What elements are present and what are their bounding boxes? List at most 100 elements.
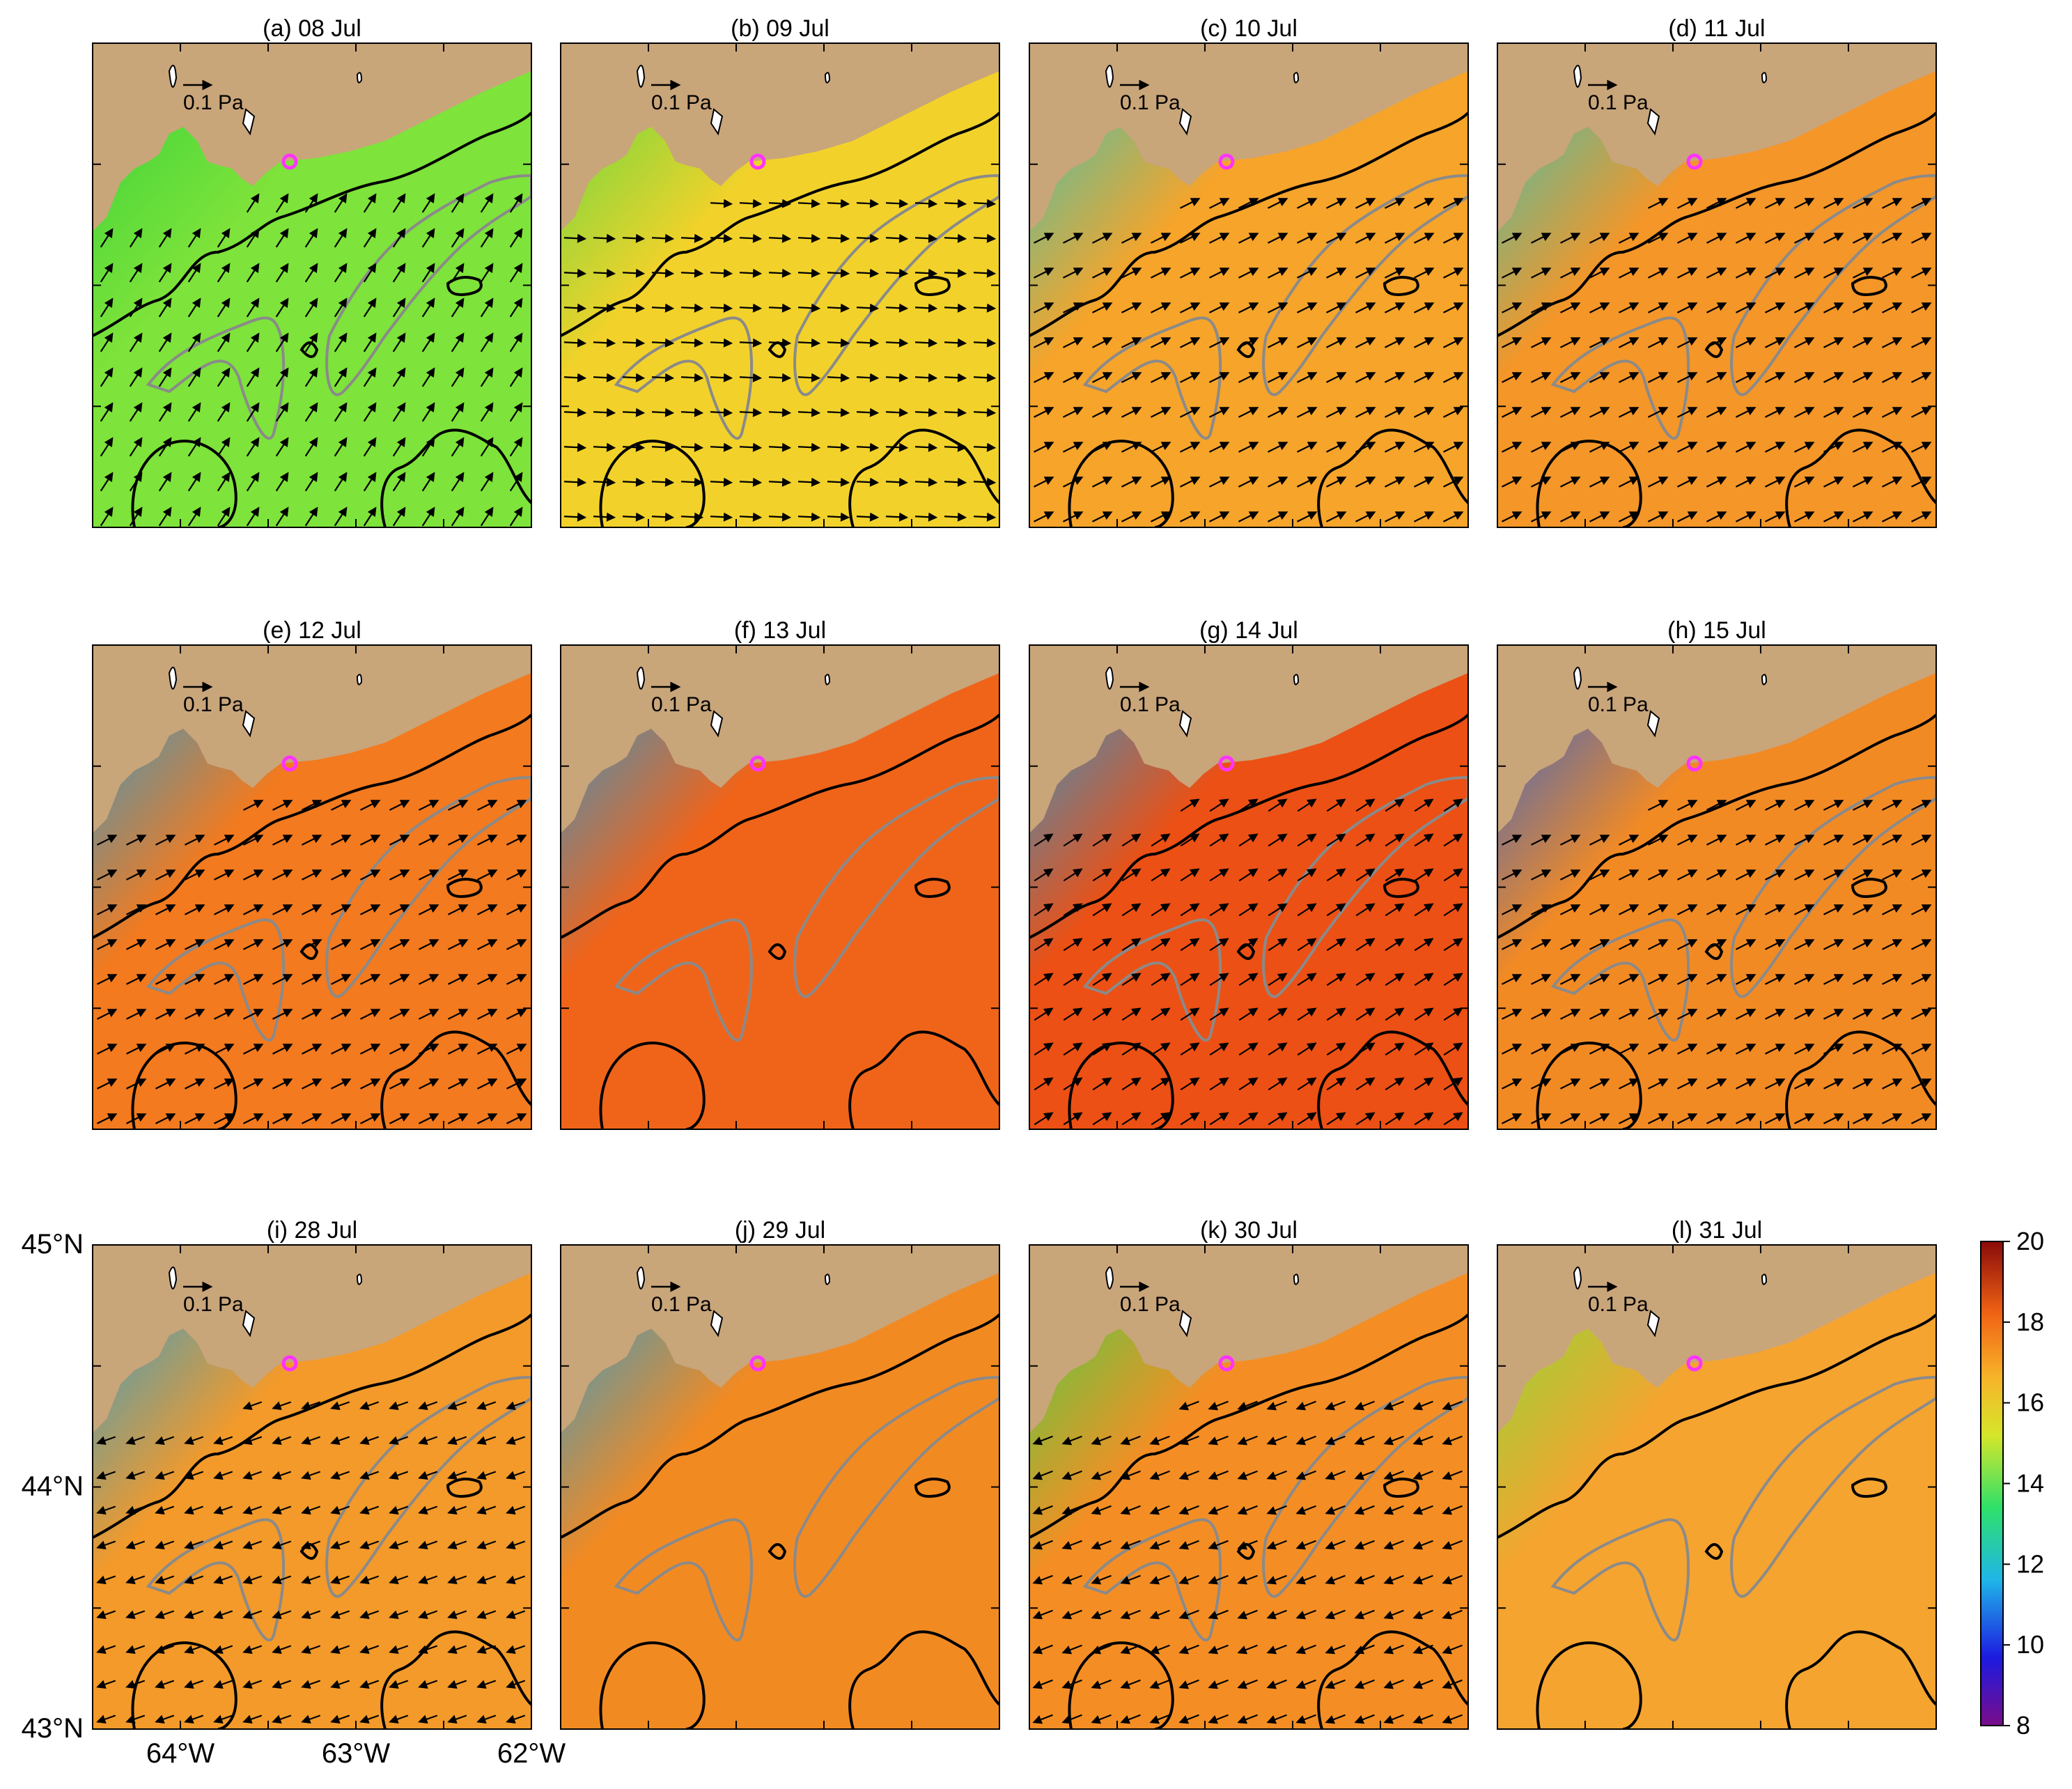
wind-arrow [217,506,231,527]
wind-arrow [419,835,439,846]
wind-arrow [1326,938,1346,952]
wind-arrow [563,512,587,522]
wind-arrow [1619,869,1639,881]
wind-arrow [451,297,465,318]
wind-arrow [302,1078,322,1090]
wind-arrow [1121,442,1142,453]
wind-arrow [243,800,264,811]
wind-arrow [1677,904,1698,915]
wind-arrow [1882,511,1903,522]
wind-arrow [100,332,114,353]
wind-arrow [214,1078,235,1090]
wind-arrow [334,367,348,387]
wind-arrow [1531,302,1552,313]
wind-arrow [97,974,118,985]
wind-arrow [214,904,235,915]
wind-arrow [363,228,377,248]
wind-arrow [506,800,527,811]
wind-arrow [1121,233,1142,244]
wind-arrow [1911,939,1932,950]
wind-arrow [1209,372,1230,383]
wind-arrow [1794,974,1815,985]
wind-arrow [363,367,377,387]
wind-arrow [129,228,143,248]
wind-arrow [973,268,997,278]
wind-arrow [563,442,587,452]
wind-arrow [1648,800,1669,811]
wind-arrow [1619,407,1639,418]
wind-arrow [214,835,235,846]
wind-arrow [1619,302,1639,313]
wind-arrow [1326,1112,1346,1126]
wind-arrow [1882,268,1903,279]
wind-arrow [476,1540,497,1550]
wind-arrow [1180,477,1201,488]
wind-arrow [214,1009,235,1020]
wind-arrow [451,332,465,353]
wind-arrow [1589,1113,1610,1124]
wind-arrow [827,442,850,452]
wind-arrow [944,373,967,382]
wind-arrow [1209,337,1230,348]
wind-arrow [1209,477,1230,488]
wind-arrow [651,408,675,417]
wind-arrow [506,1575,526,1585]
wind-arrow [1063,833,1083,847]
wind-arrow [359,1505,380,1515]
wind-arrow [243,1113,264,1124]
wind-arrow [856,442,880,452]
wind-arrow [480,472,494,492]
wind-arrow [1151,302,1171,313]
wind-arrow [363,506,377,527]
wind-arrow [1268,372,1288,383]
wind-arrow [158,228,172,248]
wind-arrow [1765,1078,1786,1090]
wind-arrow [1911,442,1932,453]
wind-arrow [1560,337,1581,348]
wind-arrow [334,263,348,283]
wind-vectors [100,193,523,527]
wind-arrow [651,303,675,313]
wind-arrow [1589,233,1610,244]
wind-arrow [1268,302,1288,313]
wind-arrow [1648,442,1669,453]
wind-arrow [187,402,201,422]
wind-arrow [126,939,147,950]
wind-arrow [331,974,352,985]
wind-arrow [272,1044,293,1055]
wind-arrow [506,1113,527,1124]
wind-arrow [1297,903,1317,917]
wind-arrow [1297,1042,1317,1056]
map-panel: (e) 12 Jul 0.1 Pa [92,617,532,1130]
wind-arrow [451,506,465,527]
wind-arrow [359,1540,380,1550]
wind-arrow [1092,407,1113,418]
wind-arrow [1180,1042,1200,1056]
wind-arrow [1502,1044,1522,1055]
wind-arrow [1560,904,1581,915]
wind-arrow [1414,833,1434,847]
wind-arrow [1677,337,1698,348]
wind-arrow [1502,477,1522,488]
wind-arrow [1063,973,1083,986]
wind-arrow [1648,835,1669,846]
wind-arrow [96,1610,116,1620]
wind-arrow [158,472,172,492]
wind-arrow [1209,798,1229,812]
wind-arrow [480,228,494,248]
wind-arrow [1238,1042,1259,1056]
wind-arrow [302,869,322,881]
wind-arrow [622,477,646,487]
wind-arrow [1385,973,1405,986]
wind-arrow [129,506,143,527]
wind-arrow [304,402,318,422]
wind-arrow [622,303,646,313]
wind-arrow [1034,302,1054,313]
wind-arrow [506,1078,527,1090]
wind-arrow [304,263,318,283]
wind-arrow [392,402,406,422]
wind-arrow [1443,198,1464,209]
wind-arrow [448,835,469,846]
wind-arrow [272,800,293,811]
